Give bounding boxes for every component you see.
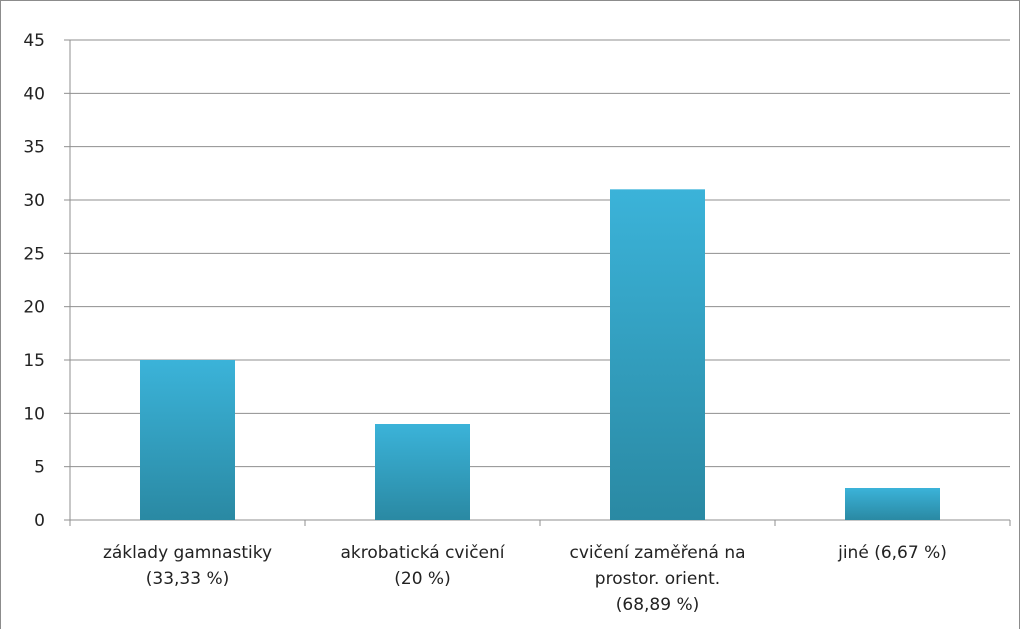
y-tick-label: 35 [23,138,45,158]
category-label-line: prostor. orient. [595,569,720,589]
category-label-line: základy gamnastiky [103,543,272,563]
category-label-line: (68,89 %) [616,595,700,615]
y-tick-label: 25 [23,244,45,264]
bar [610,189,705,521]
category-label: jiné (6,67 %) [837,543,947,563]
y-tick-labels: 0 5 10 15 20 25 30 35 40 45 [23,31,45,531]
y-tick-label: 10 [23,404,45,424]
category-label-line: (33,33 %) [146,569,230,589]
category-label-line: jiné (6,67 %) [837,543,947,563]
category-label-line: (20 %) [394,569,450,589]
category-label: akrobatická cvičení (20 %) [340,543,505,589]
y-tick-label: 30 [23,191,45,211]
y-tick-label: 0 [34,511,45,531]
category-label: cvičení zaměřená na prostor. orient. (68,8… [569,543,745,615]
category-label-line: akrobatická cvičení [340,543,505,563]
bar [375,424,470,520]
bars [140,189,940,521]
category-label-line: cvičení zaměřená na [569,543,745,563]
y-tick-label: 5 [34,458,45,478]
y-tick-label: 20 [23,298,45,318]
category-label: základy gamnastiky (33,33 %) [103,543,272,589]
bar [845,488,940,520]
bar [140,360,235,520]
x-category-labels: základy gamnastiky (33,33 %) akrobatická c… [103,543,947,615]
y-tick-label: 15 [23,351,45,371]
y-tick-label: 40 [23,84,45,104]
y-tick-label: 45 [23,31,45,51]
